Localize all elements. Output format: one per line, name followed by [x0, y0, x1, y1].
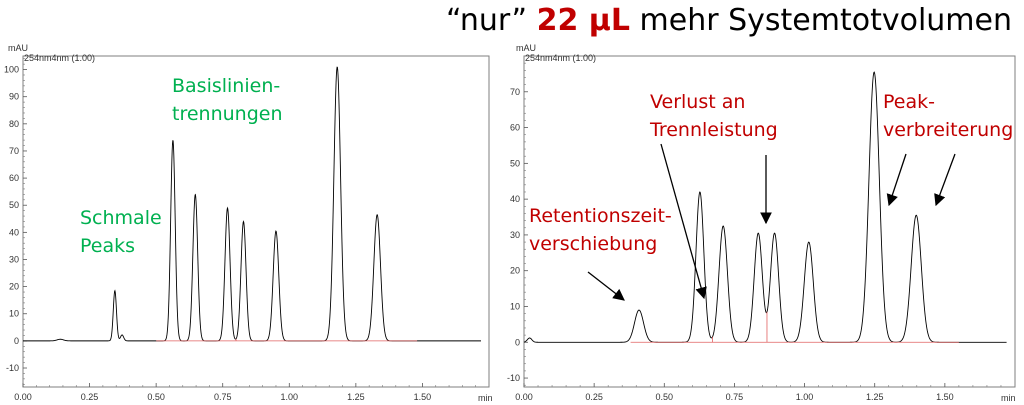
left-y-tick-label: 40	[9, 227, 19, 237]
right-y-tick-label: 10	[510, 301, 520, 311]
annotation-verlust-line1: Verlust an	[650, 91, 745, 113]
right-x-tick-label: 0.00	[515, 392, 533, 402]
annotation-peak-arrow-1	[886, 153, 907, 207]
right-x-tick-label: 1.25	[866, 392, 884, 402]
annotation-basislinien: Basislinien- trennungen	[172, 75, 283, 125]
left-y-tick-label: 0	[14, 336, 19, 346]
left-chromatogram: mAU 254nm4nm (1.00) min -10 0 10 20 30 40 50 60…	[4, 43, 493, 403]
left-y-tick-label: 60	[9, 173, 19, 183]
right-y-tick-label: 0	[515, 337, 520, 347]
right-y-tick-label: 40	[510, 194, 520, 204]
right-y-tick-label: 60	[510, 123, 520, 133]
left-y-tick-label: 10	[9, 309, 19, 319]
right-chromatogram: mAU 254nm4nm (1.00) min -10 0 10 20 30 40 50 60…	[507, 43, 1016, 403]
annotation-verlust-line2: Trennleistung	[649, 119, 778, 141]
left-x-tick-label: 1.00	[281, 392, 299, 402]
right-y-tick-label: 50	[510, 158, 520, 168]
annotation-schmale-line1: Schmale	[80, 207, 162, 229]
annotation-retention: Retentionszeit- verschiebung	[529, 205, 672, 301]
annotation-peak-line2: verbreiterung	[883, 119, 1013, 141]
left-unit-label: mAU	[8, 43, 28, 53]
left-y-tick-label: -10	[6, 363, 19, 373]
right-y-tick-label: 70	[510, 87, 520, 97]
annotation-basislinien-line2: trennungen	[172, 103, 283, 125]
left-y-tick-label: 50	[9, 200, 19, 210]
right-x-tick-label: 0.50	[656, 392, 674, 402]
right-y-tick-label: -10	[507, 373, 520, 383]
annotation-retention-arrow	[587, 271, 625, 301]
right-x-tick-label: 0.75	[726, 392, 744, 402]
right-x-unit-label: min	[1001, 393, 1016, 403]
right-chromatogram-trace	[523, 71, 1007, 343]
right-x-tick-label: 0.25	[585, 392, 603, 402]
left-y-tick-label: 90	[9, 92, 19, 102]
right-x-tick-label: 1.50	[936, 392, 954, 402]
right-y-tick-label: 20	[510, 266, 520, 276]
left-y-tick-label: 80	[9, 119, 19, 129]
left-x-tick-label: 0.25	[81, 392, 99, 402]
right-unit-label: mAU	[516, 43, 536, 53]
right-x-tick-label: 1.00	[796, 392, 814, 402]
left-x-tick-label: 0.50	[147, 392, 165, 402]
figure-title: “nur” 22 µL mehr Systemtotvolumen	[446, 3, 1012, 38]
left-y-tick-label: 30	[9, 254, 19, 264]
annotation-retention-line1: Retentionszeit-	[529, 205, 672, 227]
annotation-peak-arrow-2	[934, 153, 956, 207]
right-plot-frame	[523, 55, 1016, 388]
title-suffix: mehr Systemtotvolumen	[630, 3, 1012, 38]
left-x-unit-label: min	[478, 393, 493, 403]
annotation-schmale-line2: Peaks	[80, 235, 135, 257]
annotation-verlust: Verlust an Trennleistung	[649, 91, 778, 300]
title-highlight: 22 µL	[537, 3, 630, 38]
left-x-tick-label: 1.25	[347, 392, 365, 402]
left-y-tick-label: 70	[9, 146, 19, 156]
annotation-peak: Peak- verbreiterung	[883, 91, 1013, 207]
title-prefix: “nur”	[446, 3, 537, 38]
left-channel-label: 254nm4nm (1.00)	[24, 53, 95, 63]
annotation-schmale-peaks: Schmale Peaks	[80, 207, 162, 257]
left-y-tick-label: 20	[9, 282, 19, 292]
right-channel-label: 254nm4nm (1.00)	[525, 53, 596, 63]
annotation-verlust-arrow-1	[660, 143, 707, 300]
annotation-basislinien-line1: Basislinien-	[172, 75, 280, 97]
annotation-peak-line1: Peak-	[883, 91, 935, 113]
right-y-tick-label: 30	[510, 230, 520, 240]
left-x-tick-label: 1.50	[414, 392, 432, 402]
left-x-tick-label: 0.00	[14, 392, 32, 402]
annotation-retention-line2: verschiebung	[529, 233, 657, 255]
left-x-tick-label: 0.75	[214, 392, 232, 402]
left-y-tick-label: 100	[4, 65, 19, 75]
